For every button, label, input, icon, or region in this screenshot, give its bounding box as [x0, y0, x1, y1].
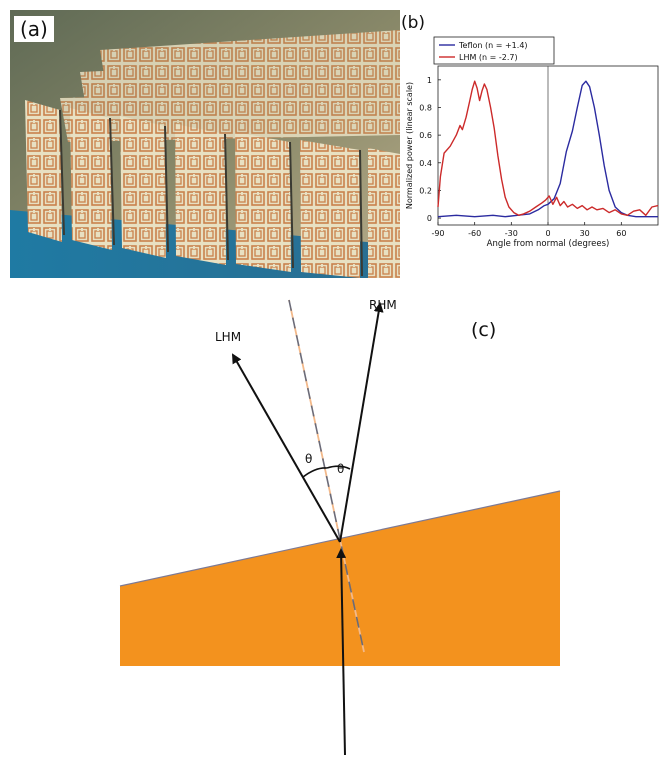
- x-tick-label: 0: [545, 229, 550, 238]
- x-tick-label: -30: [505, 229, 518, 238]
- y-axis-label: Normalized power (linear scale): [405, 82, 414, 209]
- panel-label-a: (a): [14, 16, 54, 42]
- surface-normal: [288, 299, 365, 653]
- x-tick-label: 30: [580, 229, 590, 238]
- incident-beam-arrow: [336, 548, 347, 756]
- legend-label-2: LHM (n = -2.7): [459, 53, 518, 62]
- lattice-front-fins: [25, 100, 400, 278]
- rhm-refracted-arrow: [339, 302, 384, 543]
- y-tick-label: 1: [427, 76, 432, 85]
- series-line-2: [437, 80, 659, 216]
- lattice-cross-plates: [59, 109, 363, 277]
- lattice-back-rows: [60, 30, 400, 142]
- refraction-chart-svg: (b) -90 -60 -30 0 30 60 0 0.2 0.4 0.6 0.8 1 Angle fr…: [401, 13, 659, 249]
- rhm-label: RHM: [369, 298, 397, 312]
- series-line-1: [437, 80, 658, 218]
- chart-layer: -90 -60 -30 0 30 60 0 0.2 0.4 0.6 0.8 1 Angle from n…: [405, 36, 659, 249]
- x-tick-label: -90: [431, 229, 444, 238]
- x-axis-label: Angle from normal (degrees): [487, 239, 610, 249]
- lhm-label: LHM: [215, 330, 241, 344]
- y-tick-label: 0.4: [419, 159, 432, 168]
- lhm-angle-theta: θ: [305, 452, 312, 466]
- y-tick-label: 0: [427, 214, 432, 223]
- panel-label-b: (b): [401, 13, 425, 33]
- x-tick-label: 60: [616, 229, 626, 238]
- rhm-angle-arc: [326, 465, 351, 470]
- y-tick-label: 0.8: [419, 103, 432, 112]
- lhm-angle-arc: [302, 467, 328, 478]
- metamaterial-photo: (a): [10, 10, 400, 278]
- refraction-diagram-svg: θ θ LHM RHM (c): [119, 298, 561, 756]
- panel-label-c: (c): [471, 319, 496, 341]
- legend-box: [433, 36, 555, 65]
- y-tick-label: 0.2: [419, 186, 432, 195]
- surface-normal-highlight: [288, 299, 365, 653]
- refraction-diagram: θ θ LHM RHM (c): [0, 280, 660, 758]
- metamaterial-photo-svg: [10, 10, 400, 278]
- refraction-chart: (b) -90 -60 -30 0 30 60 0 0.2 0.4 0.6 0.8 1 Angle fr…: [400, 10, 660, 255]
- rhm-angle-theta: θ: [337, 462, 344, 476]
- x-tick-label: -60: [468, 229, 481, 238]
- y-tick-label: 0.6: [419, 131, 432, 140]
- wedge-prism: [120, 491, 560, 666]
- lhm-refracted-arrow: [232, 353, 341, 543]
- legend-label-1: Teflon (n = +1.4): [458, 41, 528, 50]
